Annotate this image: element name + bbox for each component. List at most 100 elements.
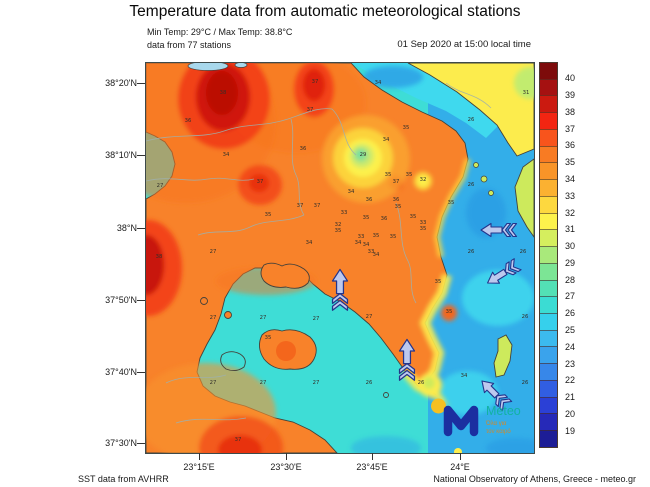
lat-tick-mark <box>137 443 145 444</box>
station-value: 26 <box>520 249 527 255</box>
station-value: 26 <box>468 249 475 255</box>
station-value: 37 <box>393 179 400 185</box>
station-value: 27 <box>210 249 217 255</box>
station-value: 35 <box>446 309 453 315</box>
station-value: 35 <box>265 335 272 341</box>
station-value: 35 <box>410 214 417 220</box>
station-value: 38 <box>156 254 163 260</box>
colorbar-tick-label: 35 <box>565 157 576 168</box>
station-value: 35 <box>390 234 397 240</box>
colorbar-cell <box>540 363 557 380</box>
lon-tick-mark <box>372 453 373 460</box>
station-value: 36 <box>300 146 307 152</box>
station-value: 31 <box>523 90 530 96</box>
station-value: 27 <box>313 316 320 322</box>
colorbar-tick-label: 33 <box>565 190 576 201</box>
colorbar-tick-label: 19 <box>565 425 576 436</box>
station-value: 34 <box>348 189 355 195</box>
colorbar-cell <box>540 396 557 414</box>
colorbar-cell <box>540 313 557 330</box>
station-value: 26 <box>522 314 529 320</box>
colorbar-tick-label: 22 <box>565 375 576 386</box>
station-value: 27 <box>313 380 320 386</box>
station-value: 34 <box>383 137 390 143</box>
station-value: 27 <box>157 183 164 189</box>
lake <box>187 63 248 71</box>
station-value: 37 <box>297 203 304 209</box>
station-value: 27 <box>210 315 217 321</box>
station-value: 34 <box>461 373 468 379</box>
colorbar-cell <box>540 112 557 129</box>
lat-tick-label: 37°50'N <box>105 295 137 305</box>
station-value: 36 <box>381 216 388 222</box>
footer-sst-source: SST data from AVHRR <box>78 474 169 484</box>
lat-tick-mark <box>137 228 145 229</box>
station-value: 32 <box>420 177 427 183</box>
colorbar-tick-label: 25 <box>565 325 576 336</box>
colorbar-tick-label: 28 <box>565 274 576 285</box>
station-value: 34 <box>355 240 362 246</box>
lat-tick-label: 38°10'N <box>105 150 137 160</box>
subtitle-stations: data from 77 stations <box>147 40 232 50</box>
station-value: 27 <box>260 315 267 321</box>
page-title: Temperature data from automatic meteorol… <box>129 3 521 20</box>
lon-tick-label: 24°E <box>450 462 470 472</box>
logo-tagline-2: τον καιρό <box>486 428 511 435</box>
boundary-lines <box>146 82 492 424</box>
colorbar-tick-label: 36 <box>565 140 576 151</box>
colorbar-cell <box>540 162 557 180</box>
station-value: 35 <box>403 125 410 131</box>
colorbar-cell <box>540 430 557 447</box>
colorbar-cell <box>540 195 557 213</box>
logo-dot-icon <box>431 398 446 414</box>
colorbar-tick-label: 26 <box>565 308 576 319</box>
station-value: 33 <box>358 234 365 240</box>
station-value: 34 <box>306 240 313 246</box>
colorbar-tick-label: 37 <box>565 123 576 134</box>
station-value: 35 <box>335 228 342 234</box>
station-value: 36 <box>393 197 400 203</box>
lat-tick-mark <box>137 155 145 156</box>
colorbar-cell <box>540 413 557 431</box>
lon-tick-mark <box>460 453 461 460</box>
colorbar-tick-label: 39 <box>565 90 576 101</box>
station-value: 37 <box>235 437 242 443</box>
colorbar-cell <box>540 346 557 364</box>
station-value: 35 <box>373 233 380 239</box>
station-value: 34 <box>363 242 370 248</box>
lon-tick-mark <box>286 453 287 460</box>
station-value: 37 <box>307 107 314 113</box>
footer-attribution: National Observatory of Athens, Greece -… <box>433 474 636 484</box>
colorbar-cell <box>540 296 557 314</box>
colorbar-tick-label: 40 <box>565 73 576 84</box>
logo-m-icon <box>443 405 479 437</box>
colorbar-tick-label: 24 <box>565 341 576 352</box>
colorbar-cell <box>540 262 557 280</box>
lon-tick-label: 23°30'E <box>270 462 302 472</box>
map-svg: 3837373634363727373735273438343534292631… <box>146 63 534 453</box>
station-value: 35 <box>448 200 455 206</box>
colorbar-cell <box>540 379 557 397</box>
colorbar-tick-label: 34 <box>565 173 576 184</box>
station-value: 37 <box>312 79 319 85</box>
station-value: 29 <box>360 152 367 158</box>
lat-tick-label: 37°40'N <box>105 367 137 377</box>
saronic-islands <box>200 262 513 398</box>
station-value: 34 <box>223 152 230 158</box>
map-plot: 38 37 37 36 34 36 37 27 37 37 35 27 34 38 34 35 34 29 26 31… <box>145 62 535 454</box>
station-value: 35 <box>435 279 442 285</box>
station-value: 33 <box>341 210 348 216</box>
colorbar-tick-label: 21 <box>565 392 576 403</box>
subtitle-minmax: Min Temp: 29°C / Max Temp: 38.8°C <box>147 27 293 37</box>
station-value: 26 <box>522 380 529 386</box>
colorbar-tick-label: 27 <box>565 291 576 302</box>
station-value: 35 <box>406 172 413 178</box>
station-value: 34 <box>373 252 380 258</box>
station-value: 26 <box>366 380 373 386</box>
station-value: 27 <box>366 314 373 320</box>
station-value: 37 <box>314 203 321 209</box>
station-value: 33 <box>420 220 427 226</box>
colorbar-cell <box>540 279 557 297</box>
sst-warm-spot <box>454 448 462 453</box>
